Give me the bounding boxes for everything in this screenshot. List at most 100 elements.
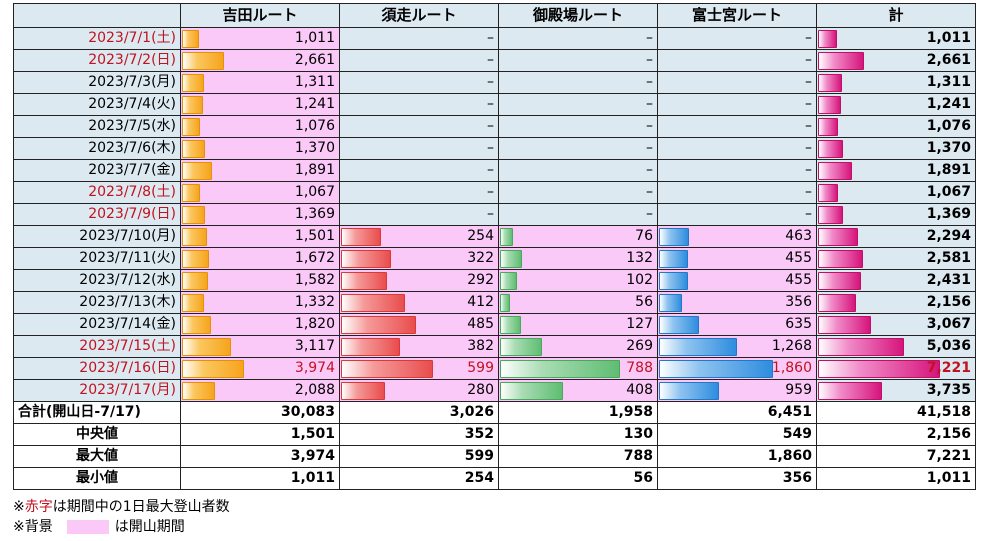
date-cell: 2023/7/17(月) [13, 379, 181, 402]
yoshida-cell: 1,369 [180, 203, 340, 226]
yoshida-value: 1,891 [294, 162, 335, 178]
summary-row: 中央値 1,501 352 130 549 2,156 [13, 423, 976, 446]
fujinomiya-cell: – [657, 159, 817, 182]
total-value: 2,661 [926, 52, 971, 68]
date-cell: 2023/7/13(木) [13, 291, 181, 314]
note2-prefix: ※背景 [13, 519, 53, 535]
gotemba-cell: – [498, 49, 658, 72]
yoshida-bar [182, 30, 199, 48]
note-red-text: ※赤字は期間中の1日最大登山者数 [13, 497, 230, 517]
total-bar [818, 382, 882, 400]
table-row: 2023/7/15(土) 3,117 382 269 1,268 5,036 [13, 335, 976, 358]
total-bar [818, 52, 864, 70]
total-bar [818, 250, 863, 268]
fujinomiya-value: 1,860 [771, 360, 812, 376]
fujinomiya-summary-value: 356 [657, 467, 817, 490]
subashiri-cell: 382 [339, 335, 499, 358]
fujinomiya-cell: – [657, 181, 817, 204]
fujinomiya-summary-value: 1,860 [657, 445, 817, 468]
date-cell: 2023/7/15(土) [13, 335, 181, 358]
date-cell: 2023/7/8(土) [13, 181, 181, 204]
yoshida-cell: 1,067 [180, 181, 340, 204]
total-bar [818, 74, 842, 92]
total-bar [818, 118, 838, 136]
subashiri-bar [341, 272, 387, 290]
total-bar [818, 338, 904, 356]
subashiri-bar [341, 382, 385, 400]
subashiri-cell: – [339, 115, 499, 138]
total-bar [818, 162, 852, 180]
table-row: 2023/7/4(火) 1,241– – –1,241 [13, 93, 976, 116]
subashiri-cell: – [339, 49, 499, 72]
yoshida-value: 1,672 [294, 250, 335, 266]
yoshida-value: 1,369 [294, 206, 335, 222]
yoshida-cell: 1,076 [180, 115, 340, 138]
gotemba-cell: 56 [498, 291, 658, 314]
table-row: 2023/7/3(月) 1,311– – –1,311 [13, 71, 976, 94]
total-cell: 1,891 [816, 159, 976, 182]
total-bar [818, 30, 837, 48]
subashiri-summary-value: 352 [339, 423, 499, 446]
yoshida-cell: 1,011 [180, 27, 340, 50]
fujinomiya-summary-value: 549 [657, 423, 817, 446]
subashiri-bar [341, 294, 405, 312]
header-fujinomiya: 富士宮ルート [657, 3, 817, 28]
subashiri-value: 254 [467, 228, 494, 244]
subashiri-bar [341, 338, 400, 356]
table-row: 2023/7/5(水) 1,076– – –1,076 [13, 115, 976, 138]
subashiri-cell: 280 [339, 379, 499, 402]
subashiri-value: 292 [467, 272, 494, 288]
yoshida-cell: 1,311 [180, 71, 340, 94]
note2-suffix: は開山期間 [114, 519, 185, 535]
fujinomiya-bar [659, 338, 737, 356]
subashiri-cell: 254 [339, 225, 499, 248]
yoshida-value: 2,088 [294, 382, 335, 398]
summary-row: 最大値 3,974 599 788 1,860 7,221 [13, 445, 976, 468]
fujinomiya-value: 356 [785, 294, 812, 310]
fujinomiya-value: 959 [785, 382, 812, 398]
gotemba-value: 102 [626, 272, 653, 288]
gotemba-cell: 788 [498, 357, 658, 380]
summary-row: 最小値 1,011 254 56 356 1,011 [13, 467, 976, 490]
yoshida-value: 1,241 [294, 96, 335, 112]
gotemba-cell: – [498, 27, 658, 50]
note-background: ※背景 は開山期間 [13, 517, 230, 537]
yoshida-bar [182, 118, 200, 136]
yoshida-cell: 1,891 [180, 159, 340, 182]
yoshida-bar [182, 206, 205, 224]
gotemba-cell: 127 [498, 313, 658, 336]
header-gotemba: 御殿場ルート [498, 3, 658, 28]
yoshida-bar [182, 52, 224, 70]
date-cell: 2023/7/9(日) [13, 203, 181, 226]
yoshida-cell: 1,582 [180, 269, 340, 292]
subashiri-cell: – [339, 159, 499, 182]
total-bar [818, 360, 940, 378]
fujinomiya-cell: 959 [657, 379, 817, 402]
yoshida-bar [182, 338, 231, 356]
yoshida-bar [182, 140, 205, 158]
subashiri-value: 382 [467, 338, 494, 354]
total-cell: 1,241 [816, 93, 976, 116]
yoshida-value: 1,076 [294, 118, 335, 134]
table-row: 2023/7/6(木) 1,370– – –1,370 [13, 137, 976, 160]
climbers-table: 吉田ルート 須走ルート 御殿場ルート 富士宮ルート 計 2023/7/1(土) 1… [13, 3, 976, 490]
table-row: 2023/7/1(土) 1,011– – –1,011 [13, 27, 976, 50]
subashiri-value: 599 [467, 360, 494, 376]
gotemba-value: 132 [626, 250, 653, 266]
yoshida-bar [182, 316, 211, 334]
yoshida-value: 3,117 [294, 338, 335, 354]
fujinomiya-cell: – [657, 71, 817, 94]
yoshida-cell: 1,820 [180, 313, 340, 336]
gotemba-cell: – [498, 115, 658, 138]
total-bar [818, 96, 841, 114]
table-row: 2023/7/7(金) 1,891– – –1,891 [13, 159, 976, 182]
fujinomiya-bar [659, 382, 719, 400]
fujinomiya-cell: – [657, 137, 817, 160]
fujinomiya-cell: 635 [657, 313, 817, 336]
total-cell: 2,661 [816, 49, 976, 72]
fujinomiya-value: 1,268 [771, 338, 812, 354]
total-bar [818, 316, 871, 334]
yoshida-bar [182, 294, 204, 312]
yoshida-cell: 1,370 [180, 137, 340, 160]
total-value: 1,369 [926, 206, 971, 222]
